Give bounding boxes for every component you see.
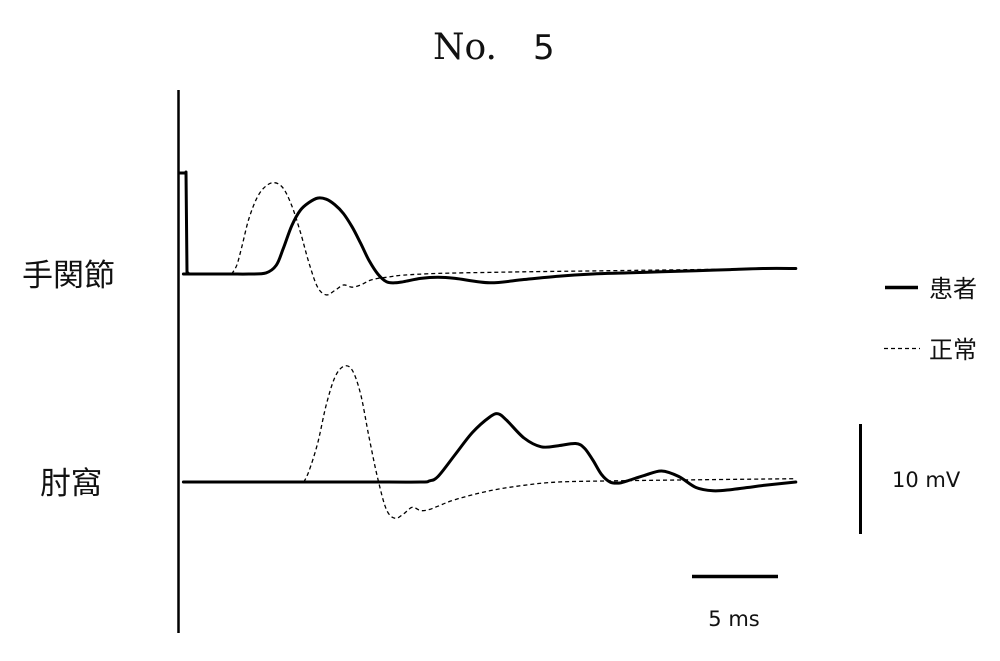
trace-wrist-patient-line (181, 196, 798, 285)
figure-title-number: 5 (533, 28, 555, 68)
trace-elbow (181, 365, 798, 520)
trace-elbow-normal-line (303, 365, 796, 520)
time-scale-bar: 5 ms (692, 574, 778, 631)
legend-label-normal: 正常 (929, 336, 977, 364)
trace-elbow-patient-line (181, 412, 798, 493)
trace-label-elbow: 肘窩 (40, 466, 102, 502)
legend: 患者 正常 (884, 275, 977, 364)
trace-wrist-normal-line (231, 181, 796, 296)
trace-wrist (181, 181, 798, 296)
time-scale-label: 5 ms (708, 607, 759, 631)
figure-title-prefix: No. (433, 27, 497, 68)
amplitude-scale-bar: 10 mV (859, 424, 961, 534)
amplitude-scale-label: 10 mV (892, 468, 961, 492)
stimulus-artifact (178, 170, 191, 276)
trace-label-wrist: 手関節 (22, 258, 115, 294)
legend-label-patient: 患者 (929, 275, 977, 303)
